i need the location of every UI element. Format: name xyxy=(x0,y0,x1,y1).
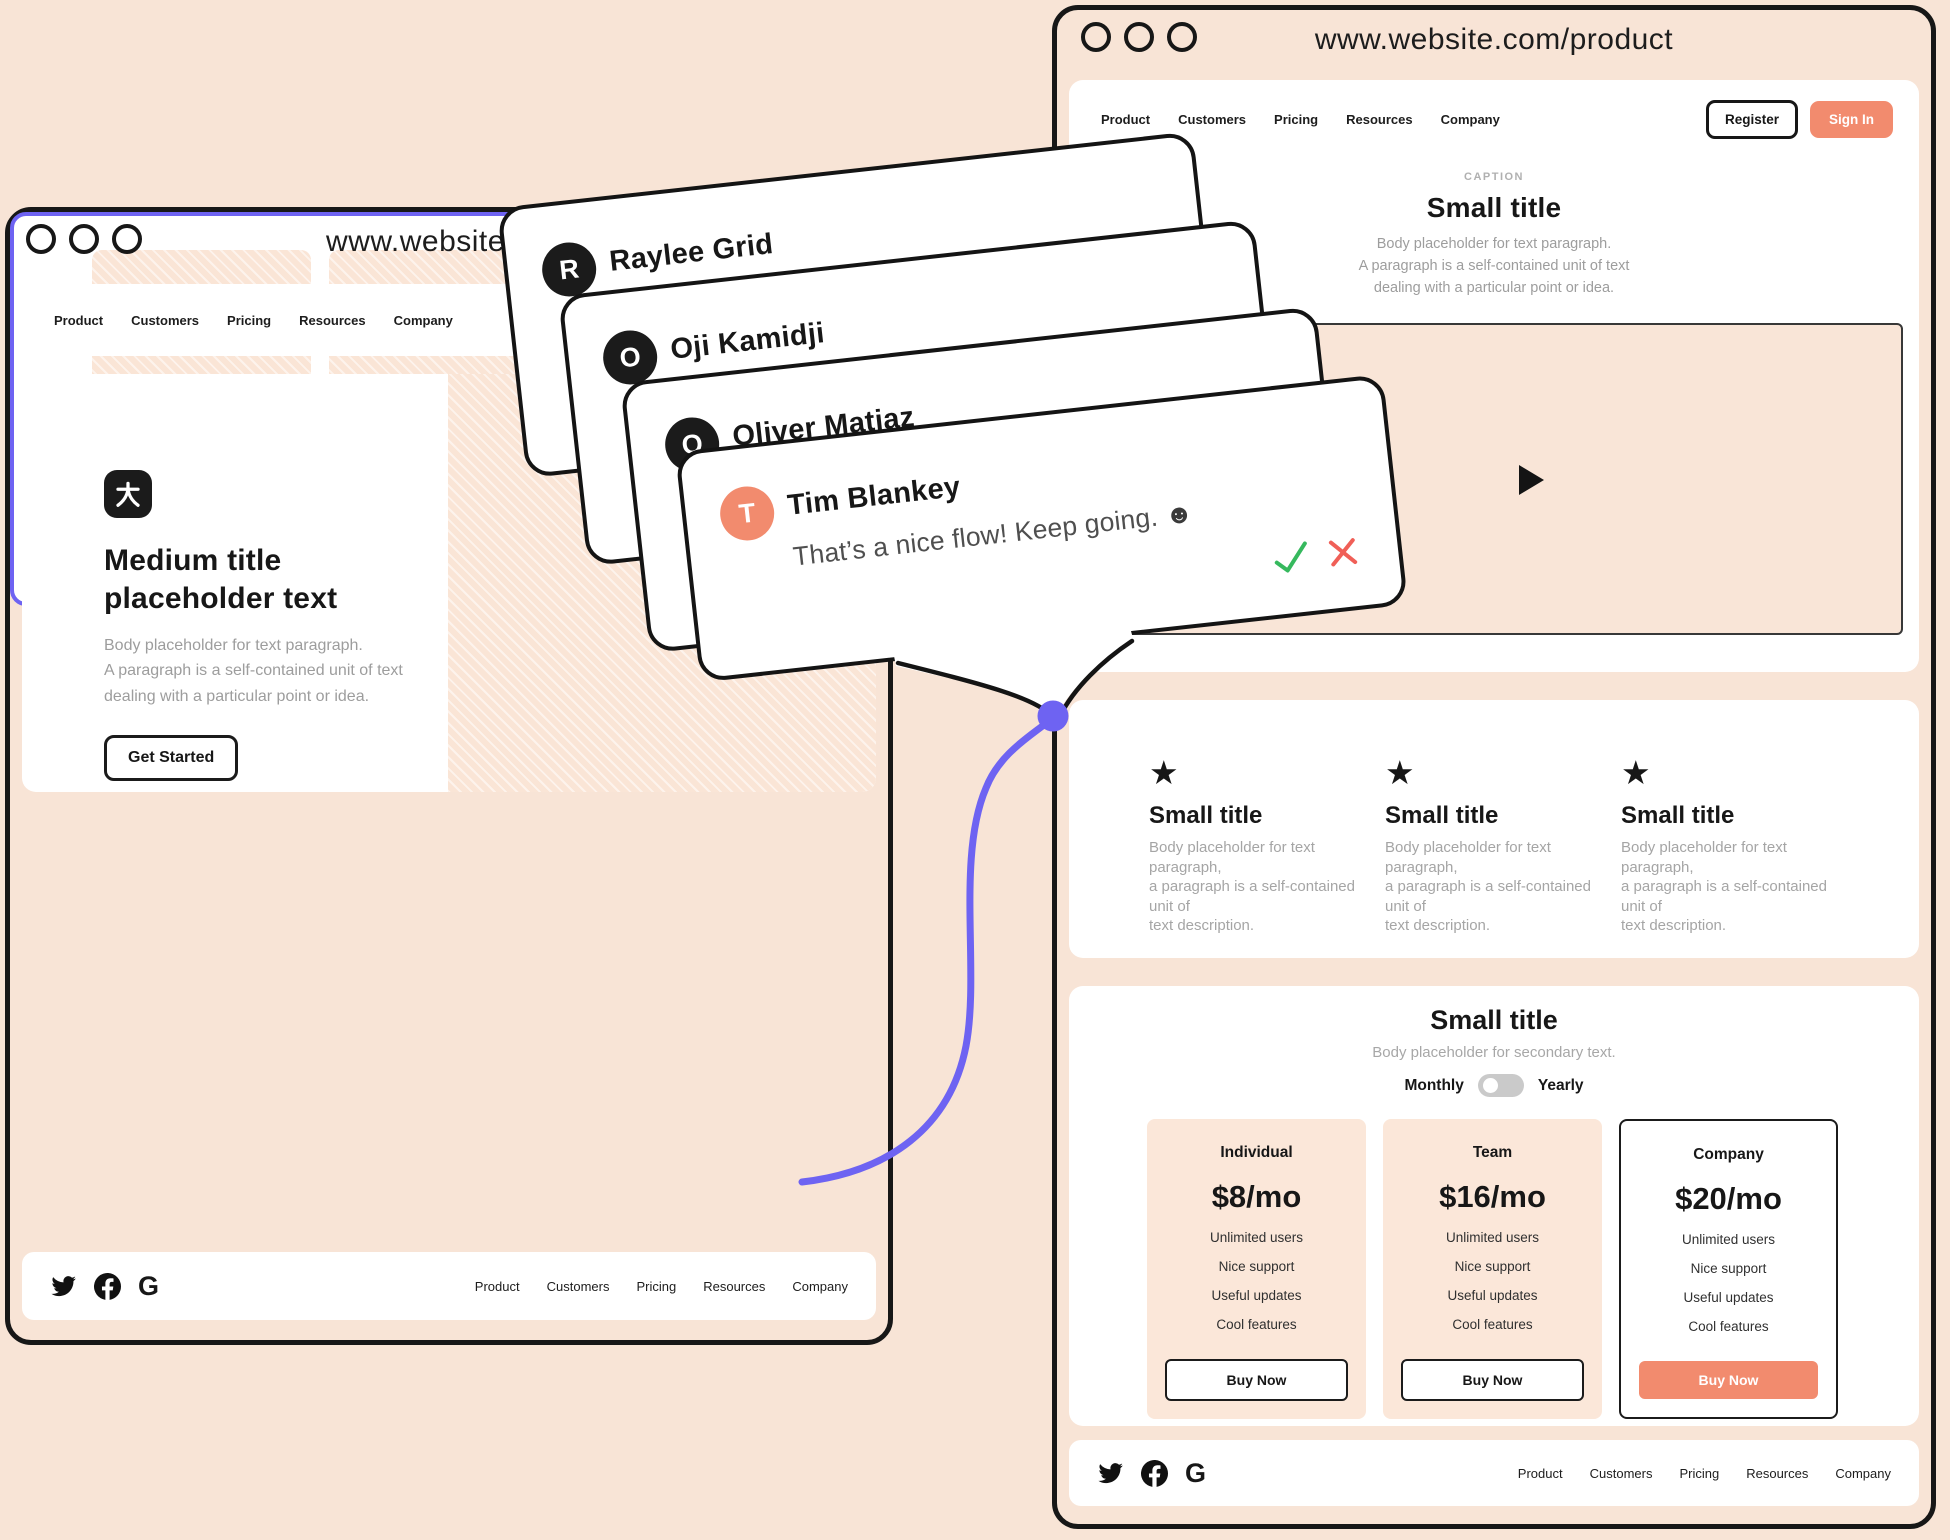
google-icon[interactable]: G xyxy=(138,1270,160,1301)
commenter-name: Tim Blankey xyxy=(785,471,962,522)
footer-nav-product[interactable]: Product xyxy=(474,1278,520,1294)
toggle-knob xyxy=(1482,1078,1498,1093)
section-caption: CAPTION xyxy=(1464,171,1524,183)
feature-column: ★ Small title Body placeholder for text … xyxy=(1621,756,1840,936)
hero-content: Medium title placeholder text Body place… xyxy=(22,374,448,792)
nav-item-customers[interactable]: Customers xyxy=(131,312,200,328)
window-control-dot xyxy=(69,224,99,254)
section-title: Small title xyxy=(1426,192,1562,223)
feature-column: ★ Small title Body placeholder for text … xyxy=(1385,756,1604,936)
facebook-icon[interactable] xyxy=(1141,1459,1168,1487)
twitter-icon[interactable] xyxy=(1097,1460,1124,1487)
plan-card-team: Team $16/mo Unlimited users Nice support… xyxy=(1383,1119,1602,1419)
feature-body: Body placeholder for text paragraph, a p… xyxy=(1621,839,1827,934)
navbar: Product Customers Pricing Resources Comp… xyxy=(1069,80,1919,139)
buy-now-button[interactable]: Buy Now xyxy=(1401,1359,1584,1401)
google-icon[interactable]: G xyxy=(1185,1457,1207,1488)
commenter-name: Oji Kamidji xyxy=(668,317,827,366)
nav-item-resources[interactable]: Resources xyxy=(299,312,366,328)
brand-logo-icon xyxy=(104,470,152,518)
window-control-dot xyxy=(26,224,56,254)
features-section: ★ Small title Body placeholder for text … xyxy=(1069,700,1919,958)
footer-nav-resources[interactable]: Resources xyxy=(703,1278,766,1294)
commenter-name: Raylee Grid xyxy=(607,228,775,278)
nav-item-company[interactable]: Company xyxy=(393,312,453,328)
smiley-icon: ☻ xyxy=(1163,497,1195,531)
nav-item-resources[interactable]: Resources xyxy=(1346,112,1413,127)
plan-name: Team xyxy=(1472,1144,1513,1161)
plan-price: $20/mo xyxy=(1675,1181,1782,1216)
footer-nav-customers[interactable]: Customers xyxy=(1589,1465,1653,1481)
pricing-subtitle: Body placeholder for secondary text. xyxy=(1372,1044,1616,1061)
star-icon: ★ xyxy=(1621,754,1651,791)
section-body: Body placeholder for text paragraph. A p… xyxy=(1358,236,1630,296)
plan-price: $16/mo xyxy=(1439,1179,1546,1214)
plan-card-individual: Individual $8/mo Unlimited users Nice su… xyxy=(1147,1119,1366,1419)
avatar: O xyxy=(600,327,660,388)
footer: G Product Customers Pricing Resources Co… xyxy=(1069,1440,1919,1506)
hero-title: Medium title placeholder text xyxy=(104,544,338,615)
register-button[interactable]: Register xyxy=(1705,100,1798,139)
comment-card-active[interactable]: T Tim Blankey That’s a nice flow! Keep g… xyxy=(675,373,1409,683)
nav-item-pricing[interactable]: Pricing xyxy=(227,312,272,328)
pricing-title: Small title xyxy=(1430,1005,1558,1035)
approve-check-icon[interactable] xyxy=(1271,539,1313,577)
plan-name: Company xyxy=(1693,1146,1764,1163)
feature-body: Body placeholder for text paragraph, a p… xyxy=(1385,839,1591,934)
plan-features: Unlimited users Nice support Useful upda… xyxy=(1445,1230,1540,1332)
reject-close-icon[interactable] xyxy=(1325,535,1360,570)
feature-title: Small title xyxy=(1149,802,1263,829)
footer-nav-customers[interactable]: Customers xyxy=(546,1278,610,1294)
avatar: R xyxy=(539,239,599,300)
nav-item-product[interactable]: Product xyxy=(1101,112,1151,127)
star-icon: ★ xyxy=(1385,754,1415,791)
plan-features: Unlimited users Nice support Useful upda… xyxy=(1681,1232,1776,1334)
footer-nav-pricing[interactable]: Pricing xyxy=(1679,1465,1720,1481)
sign-in-button[interactable]: Sign In xyxy=(1810,101,1893,138)
star-icon: ★ xyxy=(1149,754,1179,791)
window-control-dot xyxy=(1081,22,1111,52)
window-control-dot xyxy=(1124,22,1154,52)
window-control-dot xyxy=(112,224,142,254)
feature-title: Small title xyxy=(1621,802,1735,829)
nav-item-company[interactable]: Company xyxy=(1440,112,1500,127)
footer-nav-company[interactable]: Company xyxy=(1835,1465,1891,1481)
get-started-button[interactable]: Get Started xyxy=(104,734,239,781)
footer-nav-company[interactable]: Company xyxy=(792,1278,848,1294)
footer-nav-resources[interactable]: Resources xyxy=(1746,1465,1809,1481)
window-controls xyxy=(1081,22,1197,52)
nav-item-pricing[interactable]: Pricing xyxy=(1274,112,1319,127)
buy-now-button[interactable]: Buy Now xyxy=(1165,1359,1348,1401)
plan-features: Unlimited users Nice support Useful upda… xyxy=(1209,1230,1304,1332)
window-controls xyxy=(26,224,142,254)
billing-toggle-switch[interactable] xyxy=(1477,1074,1524,1097)
footer-nav-pricing[interactable]: Pricing xyxy=(636,1278,677,1294)
plan-name: Individual xyxy=(1220,1144,1293,1161)
twitter-icon[interactable] xyxy=(50,1273,77,1300)
feature-title: Small title xyxy=(1385,802,1499,829)
window-control-dot xyxy=(1167,22,1197,52)
hero-body: Body placeholder for text paragraph. A p… xyxy=(104,637,403,705)
feature-column: ★ Small title Body placeholder for text … xyxy=(1149,756,1368,936)
play-icon[interactable] xyxy=(1519,465,1544,496)
footer: G Product Customers Pricing Resources Co… xyxy=(22,1252,876,1320)
toggle-label-monthly[interactable]: Monthly xyxy=(1404,1076,1464,1094)
avatar: T xyxy=(717,483,777,544)
nav-item-product[interactable]: Product xyxy=(54,312,104,328)
nav-item-customers[interactable]: Customers xyxy=(1178,112,1247,127)
toggle-label-yearly[interactable]: Yearly xyxy=(1537,1076,1584,1094)
plan-price: $8/mo xyxy=(1211,1179,1302,1214)
address-url: www.website.com/product xyxy=(1314,23,1674,56)
feature-body: Body placeholder for text paragraph, a p… xyxy=(1149,839,1355,934)
plan-card-company: Company $20/mo Unlimited users Nice supp… xyxy=(1619,1119,1838,1419)
pricing-section: Small title Body placeholder for seconda… xyxy=(1069,986,1919,1426)
buy-now-button[interactable]: Buy Now xyxy=(1639,1361,1818,1399)
footer-nav-product[interactable]: Product xyxy=(1517,1465,1563,1481)
facebook-icon[interactable] xyxy=(94,1272,121,1300)
